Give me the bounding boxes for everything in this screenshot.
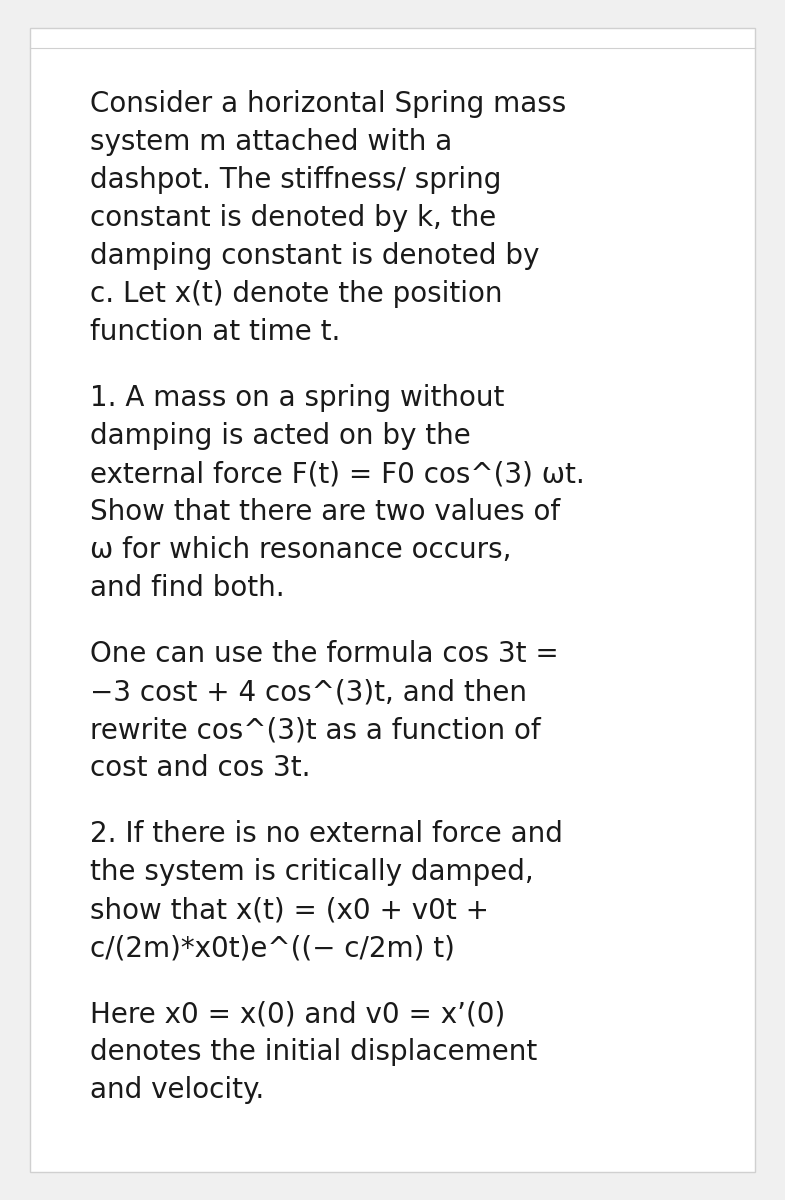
- Text: damping constant is denoted by: damping constant is denoted by: [90, 242, 539, 270]
- Text: damping is acted on by the: damping is acted on by the: [90, 422, 471, 450]
- Text: show that x(t) = (x0 + v0t +: show that x(t) = (x0 + v0t +: [90, 896, 489, 924]
- Text: One can use the formula cos 3t =: One can use the formula cos 3t =: [90, 640, 559, 668]
- Text: Show that there are two values of: Show that there are two values of: [90, 498, 560, 526]
- Text: c/(2m)*x0t)e^((− c/2m) t): c/(2m)*x0t)e^((− c/2m) t): [90, 934, 455, 962]
- Text: −3 cost + 4 cos^(3)t, and then: −3 cost + 4 cos^(3)t, and then: [90, 678, 527, 706]
- Text: Here x0 = x(0) and v0 = x’(0): Here x0 = x(0) and v0 = x’(0): [90, 1000, 506, 1028]
- Text: 2. If there is no external force and: 2. If there is no external force and: [90, 820, 563, 848]
- Text: Consider a horizontal Spring mass: Consider a horizontal Spring mass: [90, 90, 566, 118]
- Text: constant is denoted by k, the: constant is denoted by k, the: [90, 204, 496, 232]
- Text: dashpot. The stiffness/ spring: dashpot. The stiffness/ spring: [90, 166, 502, 194]
- Text: rewrite cos^(3)t as a function of: rewrite cos^(3)t as a function of: [90, 716, 541, 744]
- Text: ω for which resonance occurs,: ω for which resonance occurs,: [90, 536, 512, 564]
- Text: denotes the initial displacement: denotes the initial displacement: [90, 1038, 537, 1066]
- Text: external force F(t) = F0 cos^(3) ωt.: external force F(t) = F0 cos^(3) ωt.: [90, 460, 585, 488]
- Text: c. Let x(t) denote the position: c. Let x(t) denote the position: [90, 280, 502, 308]
- Text: and find both.: and find both.: [90, 574, 285, 602]
- Text: function at time t.: function at time t.: [90, 318, 341, 346]
- Text: 1. A mass on a spring without: 1. A mass on a spring without: [90, 384, 505, 412]
- Text: and velocity.: and velocity.: [90, 1076, 265, 1104]
- Text: the system is critically damped,: the system is critically damped,: [90, 858, 534, 886]
- Text: cost and cos 3t.: cost and cos 3t.: [90, 754, 311, 782]
- Text: system m attached with a: system m attached with a: [90, 128, 452, 156]
